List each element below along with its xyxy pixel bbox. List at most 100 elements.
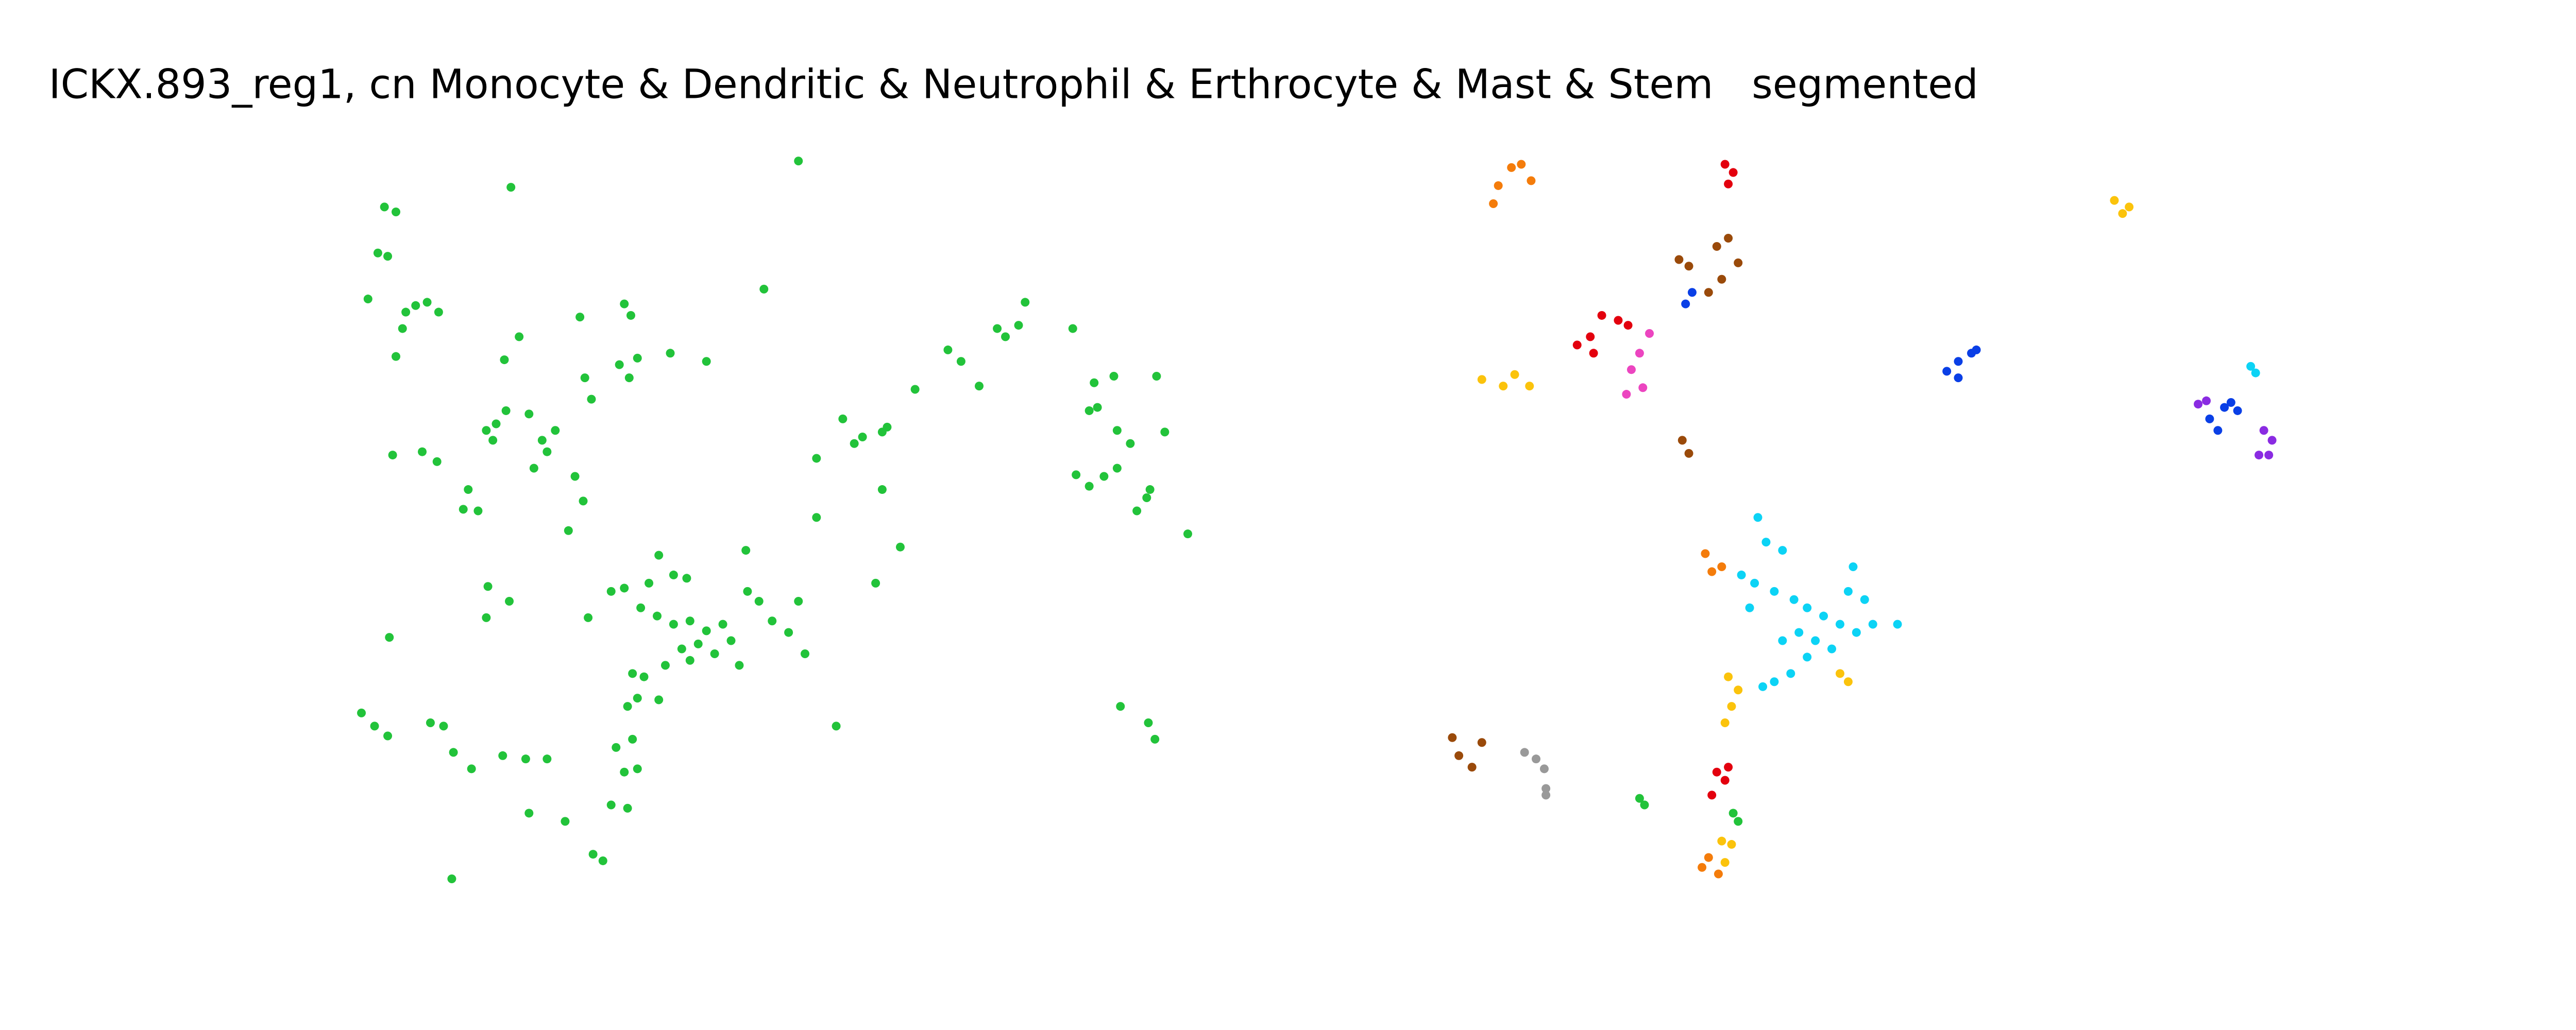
point (702, 357, 711, 366)
point (1586, 332, 1595, 341)
point (2205, 414, 2214, 423)
point (910, 385, 920, 394)
point (1727, 840, 1736, 849)
point (1717, 836, 1726, 846)
point (1701, 549, 1710, 558)
point (1724, 763, 1733, 772)
point (1681, 299, 1690, 308)
point (754, 596, 764, 606)
point (398, 324, 407, 333)
point (482, 426, 491, 435)
point (2226, 398, 2235, 407)
point (422, 298, 432, 307)
point (587, 394, 596, 404)
point (482, 613, 491, 622)
point (1116, 702, 1125, 711)
point (492, 419, 501, 428)
scatter-panel (1448, 160, 2277, 879)
point (1843, 677, 1853, 686)
point (1720, 776, 1730, 785)
point (1477, 375, 1486, 384)
point (1640, 800, 1649, 810)
point (1142, 493, 1151, 503)
point (623, 702, 632, 711)
point (1789, 595, 1799, 604)
point (624, 373, 634, 383)
point (488, 436, 498, 445)
point (620, 583, 629, 593)
point (1099, 472, 1109, 481)
point (1093, 403, 1102, 412)
chart-title: ICKX.893_reg1, cn Monocyte & Dendritic &… (49, 61, 1714, 108)
point (606, 587, 616, 596)
point (1745, 603, 1754, 612)
point (2259, 426, 2268, 435)
point (1072, 470, 1081, 479)
point (1737, 570, 1746, 579)
point (636, 603, 646, 612)
point (1724, 234, 1733, 243)
point (570, 472, 580, 481)
point (1510, 370, 1519, 379)
point (1954, 357, 1963, 366)
point (1724, 672, 1733, 681)
point (784, 628, 793, 637)
point (1112, 426, 1122, 435)
point (1835, 620, 1844, 629)
point (682, 574, 691, 583)
point (759, 284, 769, 294)
point (1507, 163, 1516, 172)
point (1622, 390, 1631, 399)
point (370, 722, 379, 731)
point (373, 248, 382, 258)
point (2246, 362, 2256, 371)
point (500, 355, 509, 365)
point (1494, 181, 1503, 190)
point (1626, 365, 1636, 374)
point (1893, 620, 1902, 629)
point (1794, 628, 1804, 637)
point (2255, 451, 2264, 460)
point (1144, 718, 1153, 728)
point (693, 639, 703, 648)
point (580, 373, 589, 383)
point (2220, 403, 2229, 412)
point (620, 767, 629, 777)
point (801, 649, 809, 659)
point (543, 447, 552, 456)
point (584, 613, 593, 622)
point (501, 406, 511, 415)
point (2233, 406, 2242, 415)
point (380, 202, 389, 212)
point (1720, 160, 1730, 169)
point (1972, 345, 1981, 354)
point (1597, 311, 1606, 320)
point (1520, 748, 1529, 757)
point (877, 485, 887, 494)
scatter-panel (357, 157, 1192, 884)
point (1724, 179, 1733, 188)
point (1734, 817, 1743, 826)
point (588, 850, 598, 859)
point (654, 551, 664, 560)
point (832, 722, 841, 731)
point (473, 506, 483, 516)
point (1698, 863, 1707, 872)
point (1527, 176, 1536, 185)
point (1727, 702, 1736, 711)
point (1109, 371, 1118, 381)
point (1132, 506, 1142, 516)
point (1707, 791, 1717, 800)
point (1803, 653, 1812, 662)
point (1728, 809, 1738, 818)
point (1448, 733, 1457, 742)
point (1532, 754, 1541, 764)
point (2264, 451, 2274, 460)
point (871, 578, 880, 588)
point (1572, 340, 1582, 350)
point (1126, 439, 1135, 448)
point (660, 661, 670, 670)
point (741, 546, 751, 555)
point (2213, 426, 2223, 435)
